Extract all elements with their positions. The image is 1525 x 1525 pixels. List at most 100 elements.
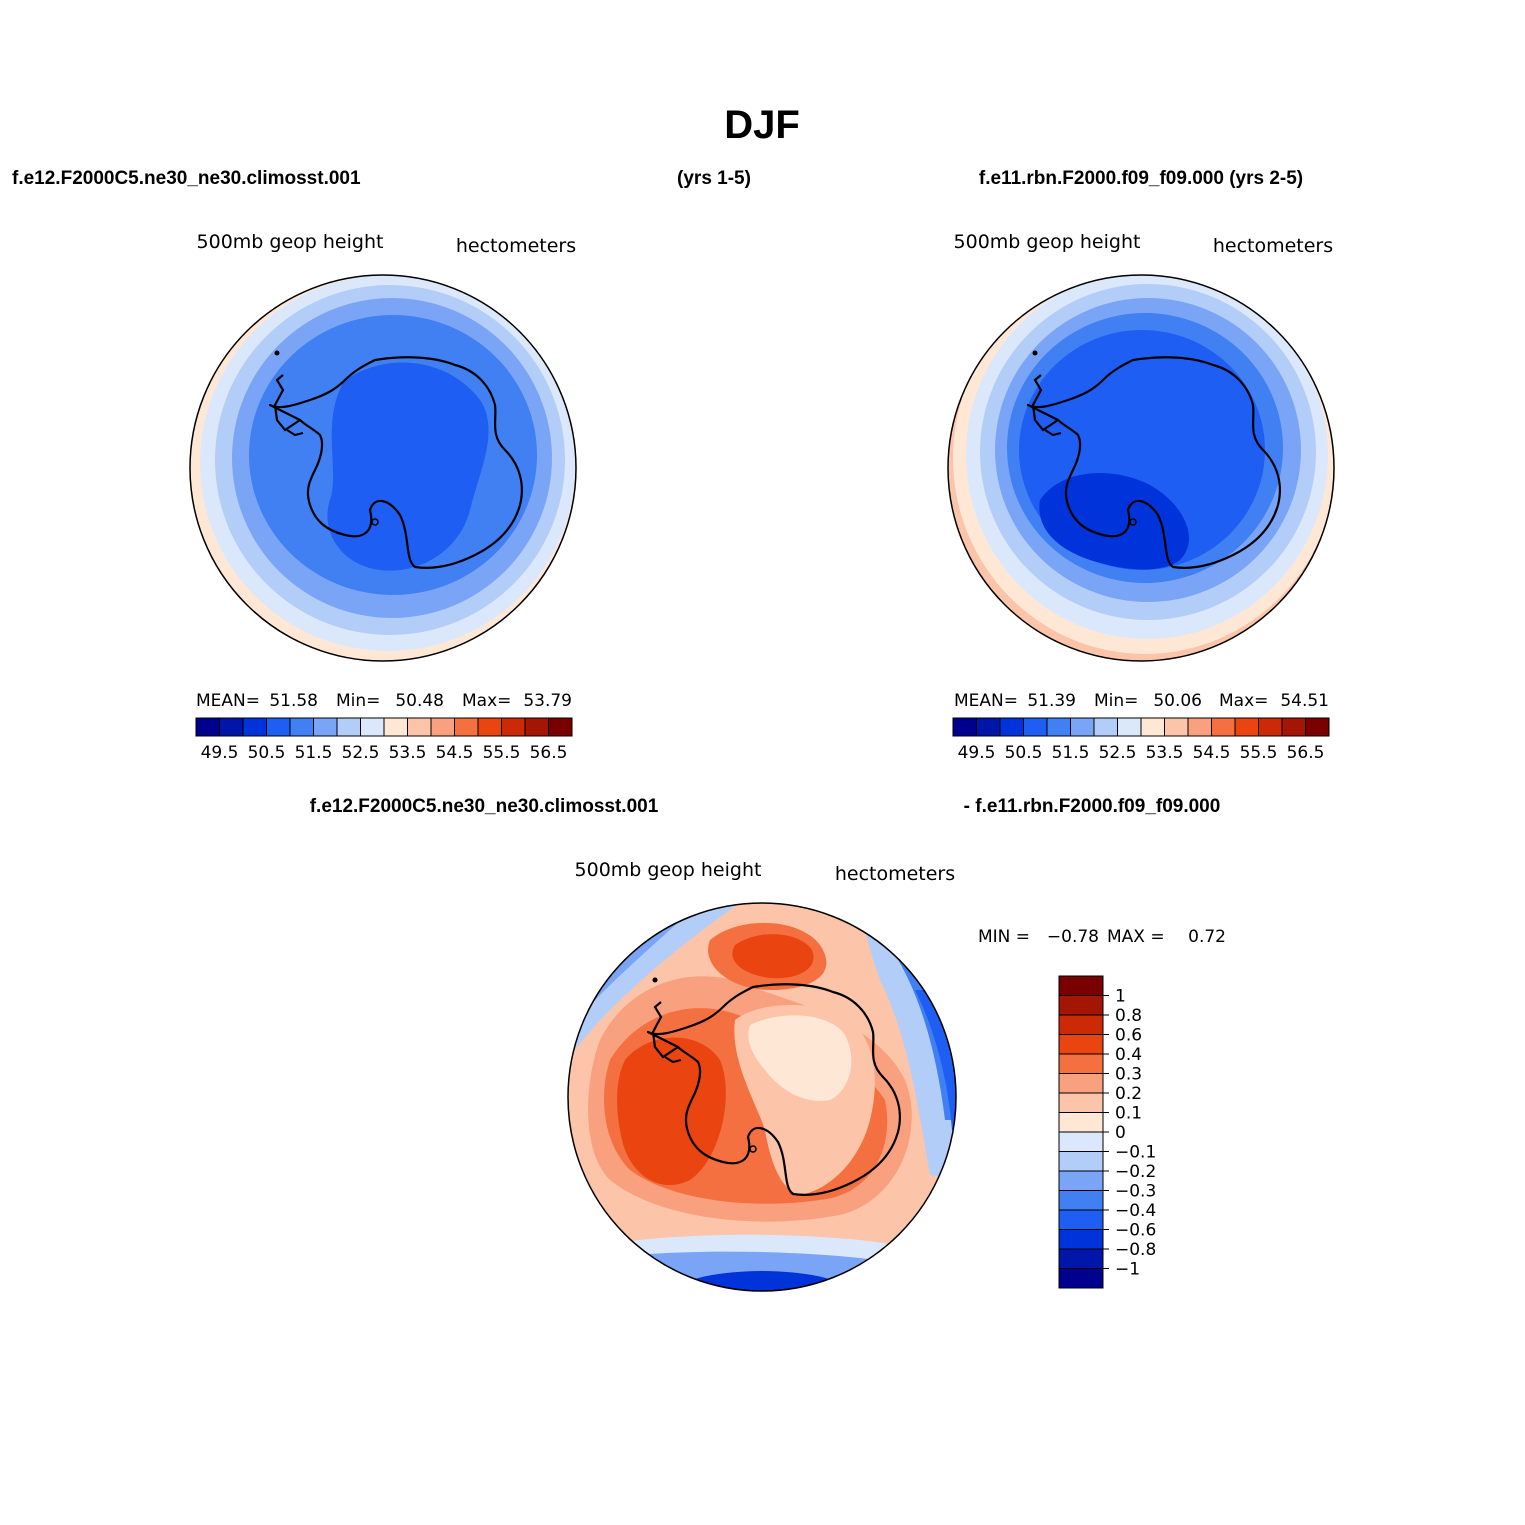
right-min-value: 50.06 [1153, 691, 1202, 711]
colorbar-swatch [407, 717, 432, 737]
colorbar-swatch [1058, 1170, 1104, 1191]
colorbar-tick-label: 50.5 [1005, 743, 1043, 763]
diff-units-label: hectometers [835, 863, 955, 885]
colorbar-tick-label: 0.3 [1115, 1065, 1142, 1085]
colorbar-swatch [1117, 717, 1142, 737]
diff-case-left-label: f.e12.F2000C5.ne30_ne30.climosst.001 [310, 796, 659, 817]
colorbar-swatch [976, 717, 1001, 737]
left-panel: 500mb geop height hectometers MEAN= 51.5… [189, 231, 577, 763]
right-colorbar: 49.5 50.5 51.5 52.5 53.5 54.5 55.5 56.5 [952, 717, 1330, 763]
colorbar-tick-label: −0.6 [1115, 1221, 1156, 1241]
right-map-fill [948, 275, 1334, 661]
diff-map-fill [568, 903, 956, 1291]
colorbar-swatch [336, 717, 361, 737]
colorbar-swatch [1164, 717, 1189, 737]
colorbar-swatch [1258, 717, 1283, 737]
colorbar-tick-label: −1 [1115, 1260, 1140, 1280]
right-case-label: f.e11.rbn.F2000.f09_f09.000 (yrs 2-5) [979, 168, 1303, 189]
left-min-value: 50.48 [395, 691, 444, 711]
left-max-label: Max= [462, 691, 511, 711]
colorbar-tick-label: 0 [1115, 1123, 1126, 1143]
left-min-label: Min= [336, 691, 380, 711]
colorbar-swatch [1058, 1073, 1104, 1094]
left-mean-label: MEAN= [196, 691, 260, 711]
colorbar-swatch [266, 717, 291, 737]
colorbar-swatch [1023, 717, 1048, 737]
colorbar-swatch [454, 717, 479, 737]
figure-title: DJF [724, 103, 800, 147]
diff-min-value: −0.78 [1047, 927, 1099, 947]
colorbar-swatch [1046, 717, 1071, 737]
colorbar-swatch [195, 717, 220, 737]
colorbar-tick-label: 0.6 [1115, 1026, 1142, 1046]
diff-map-border [567, 902, 957, 1292]
colorbar-swatch [289, 717, 314, 737]
colorbar-tick-label: 53.5 [1146, 743, 1184, 763]
right-units-label: hectometers [1213, 235, 1333, 257]
left-variable-label: 500mb geop height [197, 231, 384, 253]
colorbar-swatch [1058, 1248, 1104, 1269]
colorbar-swatch [1093, 717, 1118, 737]
colorbar-tick-label: 56.5 [530, 743, 568, 763]
colorbar-tick-label: −0.8 [1115, 1240, 1156, 1260]
colorbar-tick-label: 54.5 [436, 743, 474, 763]
colorbar-swatch [430, 717, 455, 737]
colorbar-swatch [999, 717, 1024, 737]
colorbar-tick-label: 56.5 [1287, 743, 1325, 763]
colorbar-tick-label: 51.5 [295, 743, 333, 763]
colorbar-tick-label: 49.5 [958, 743, 996, 763]
colorbar-swatch [1058, 995, 1104, 1016]
colorbar-tick-label: −0.4 [1115, 1201, 1156, 1221]
colorbar-swatch [1058, 1131, 1104, 1152]
colorbar-swatch [1211, 717, 1236, 737]
colorbar-swatch [1058, 975, 1104, 996]
colorbar-swatch [1058, 1190, 1104, 1211]
colorbar-swatch [313, 717, 338, 737]
left-map-border [189, 274, 577, 662]
right-min-label: Min= [1094, 691, 1138, 711]
colorbar-tick-label: −0.3 [1115, 1182, 1156, 1202]
right-variable-label: 500mb geop height [954, 231, 1141, 253]
colorbar-swatch [548, 717, 573, 737]
colorbar-tick-label: 52.5 [342, 743, 380, 763]
diff-variable-label: 500mb geop height [575, 859, 762, 881]
left-mean-value: 51.58 [269, 691, 318, 711]
diff-bottom-neg-core [672, 1271, 852, 1291]
colorbar-swatch [1058, 1151, 1104, 1172]
right-map-border [947, 274, 1335, 662]
diff-colorbar: 10.80.60.40.30.20.10−0.1−0.2−0.3−0.4−0.6… [1058, 975, 1156, 1289]
right-max-value: 54.51 [1280, 691, 1329, 711]
left-band-50.5 [327, 362, 489, 571]
right-band-50 [1039, 473, 1189, 570]
colorbar-swatch [1070, 717, 1095, 737]
left-max-value: 53.79 [523, 691, 572, 711]
colorbar-swatch [1058, 1014, 1104, 1035]
colorbar-swatch [1058, 1092, 1104, 1113]
colorbar-swatch [360, 717, 385, 737]
diff-min-label: MIN = [978, 927, 1030, 947]
colorbar-swatch [1140, 717, 1165, 737]
right-max-label: Max= [1219, 691, 1268, 711]
colorbar-tick-label: 0.8 [1115, 1006, 1142, 1026]
left-map-fill [190, 275, 576, 661]
colorbar-tick-label: 0.1 [1115, 1104, 1142, 1124]
colorbar-tick-label: 50.5 [248, 743, 286, 763]
colorbar-tick-label: −0.1 [1115, 1143, 1156, 1163]
colorbar-swatch [1058, 1268, 1104, 1289]
left-units-label: hectometers [456, 235, 576, 257]
colorbar-tick-label: 51.5 [1052, 743, 1090, 763]
colorbar-swatch [1234, 717, 1259, 737]
colorbar-swatch [242, 717, 267, 737]
colorbar-swatch [1187, 717, 1212, 737]
colorbar-swatch [383, 717, 408, 737]
colorbar-swatch [219, 717, 244, 737]
colorbar-tick-label: 54.5 [1193, 743, 1231, 763]
diff-positive-0.6-north [732, 934, 814, 979]
colorbar-swatch [952, 717, 977, 737]
left-years-label: (yrs 1-5) [677, 168, 751, 189]
difference-panel: 500mb geop height hectometers [567, 859, 1226, 1292]
left-colorbar: 49.5 50.5 51.5 52.5 53.5 54.5 55.5 56.5 [195, 717, 573, 763]
colorbar-swatch [1305, 717, 1330, 737]
colorbar-swatch [1058, 1209, 1104, 1230]
